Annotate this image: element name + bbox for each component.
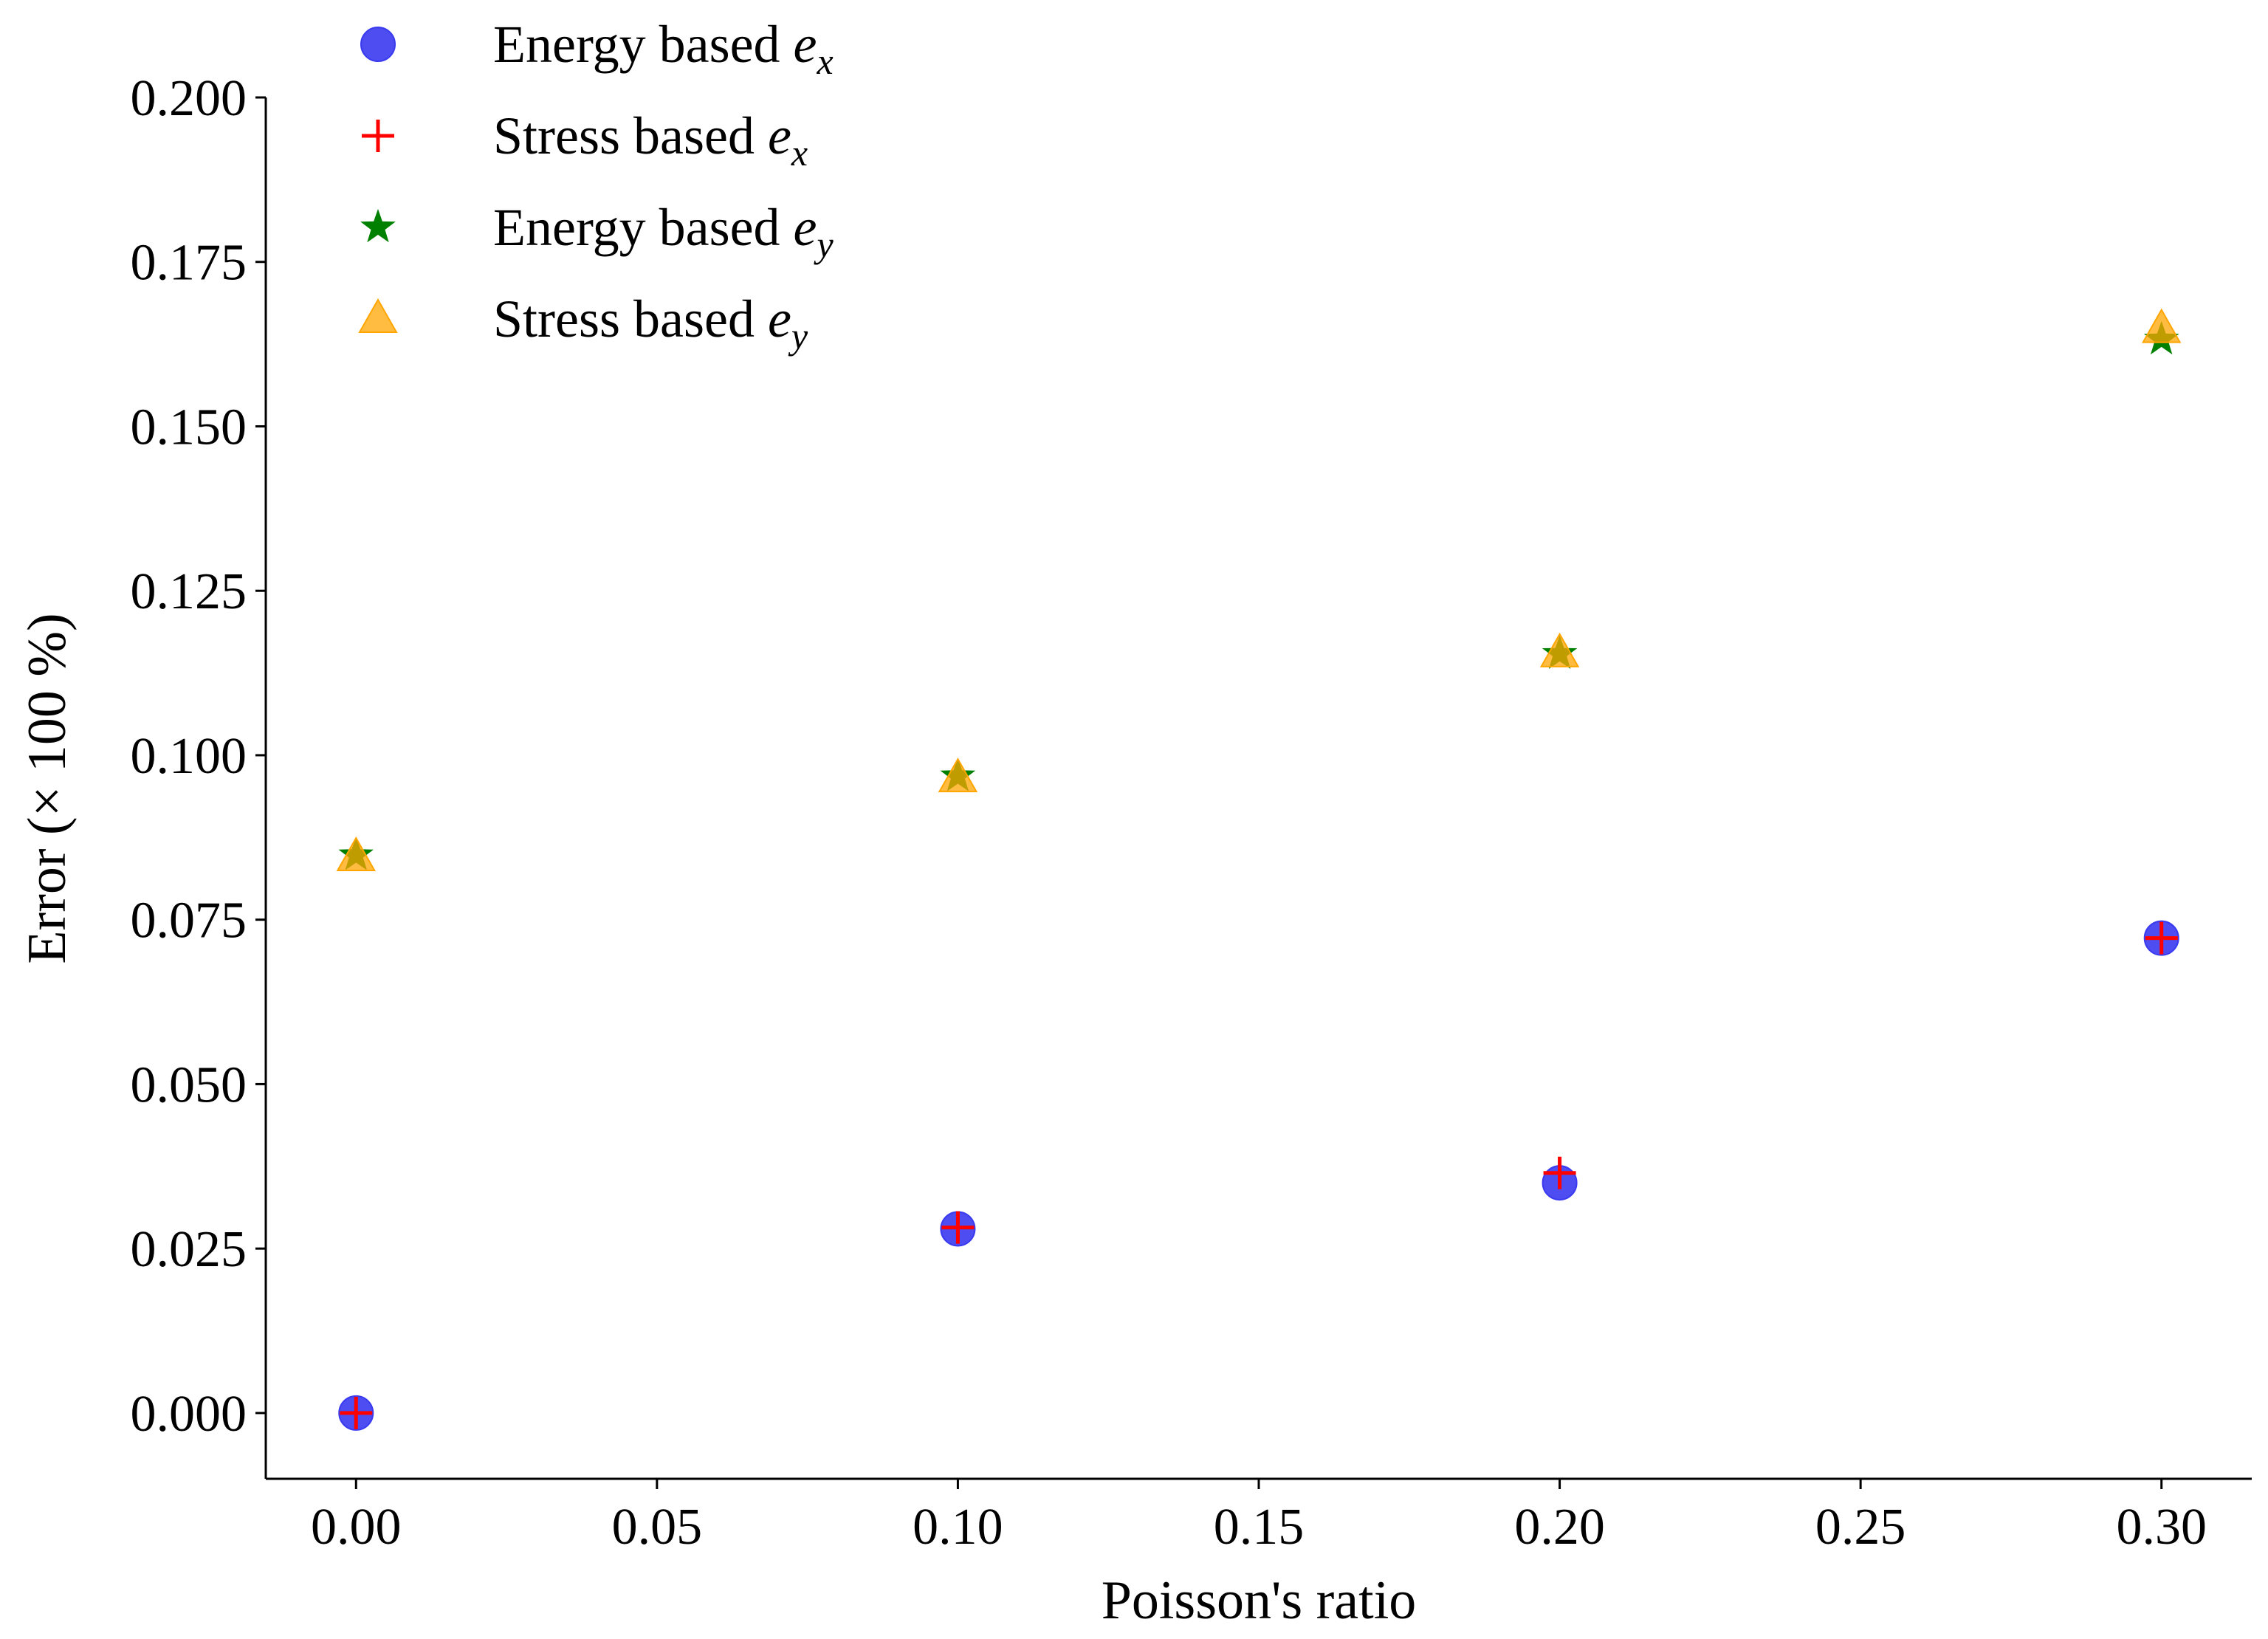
y-tick-label: 0.025 (131, 1221, 247, 1278)
data-point-plus (941, 1211, 975, 1244)
x-tick-label: 0.20 (1514, 1499, 1605, 1556)
legend-label-variable: e (768, 289, 791, 348)
y-tick-label: 0.200 (131, 70, 247, 127)
y-tick-label: 0.175 (131, 235, 247, 292)
x-tick-label: 0.10 (913, 1499, 1003, 1556)
legend-marker-star (360, 209, 396, 243)
data-point-triangle (1539, 632, 1580, 667)
legend-label-text: Stress based (493, 106, 768, 165)
legend-label-text: Energy based (493, 198, 794, 257)
x-tick-label: 0.05 (612, 1499, 703, 1556)
legend-label: Stress based ey (493, 289, 808, 357)
legend-label-subscript: y (788, 315, 808, 357)
legend-marker-circle (360, 27, 396, 62)
x-tick-label: 0.25 (1815, 1499, 1906, 1556)
x-tick-label: 0.15 (1214, 1499, 1305, 1556)
data-point-triangle (2142, 308, 2182, 343)
x-tick-label: 0.30 (2116, 1499, 2207, 1556)
legend-label-variable: e (794, 198, 817, 257)
x-ticks: 0.00 0.05 0.10 0.15 0.20 0.25 0.30 (311, 1479, 2207, 1556)
legend-marker-plus (362, 120, 394, 152)
legend-label-text: Stress based (493, 289, 768, 348)
y-tick-label: 0.125 (131, 563, 247, 620)
legend-label-variable: e (794, 15, 817, 74)
legend-label-text: Energy based (493, 15, 794, 74)
data-point-plus (1543, 1156, 1576, 1189)
data-point-triangle (938, 757, 978, 793)
y-tick-label: 0.000 (131, 1386, 247, 1443)
data-point-plus (340, 1396, 373, 1429)
data-point-plus (2145, 921, 2178, 955)
legend-label-subscript: x (817, 41, 834, 82)
legend-marker-triangle (358, 298, 398, 333)
legend-label-subscript: y (814, 224, 834, 265)
data-points (336, 308, 2182, 1431)
y-axis-title: Error (× 100 %) (17, 613, 78, 963)
legend-label-variable: e (768, 106, 791, 165)
legend-label-subscript: x (791, 132, 808, 173)
x-axis-title: Poisson's ratio (1102, 1570, 1417, 1631)
data-point-triangle (336, 836, 376, 872)
legend-label: Stress based ex (493, 106, 808, 173)
y-tick-label: 0.100 (131, 728, 247, 785)
y-tick-label: 0.150 (131, 399, 247, 456)
legend-label: Energy based ex (493, 15, 834, 82)
legend-label: Energy based ey (493, 198, 834, 265)
x-tick-label: 0.00 (311, 1499, 402, 1556)
y-tick-label: 0.075 (131, 893, 247, 949)
y-tick-label: 0.050 (131, 1056, 247, 1113)
y-ticks: 0.000 0.025 0.050 0.075 0.100 0.125 0.150 0.175… (131, 70, 266, 1443)
